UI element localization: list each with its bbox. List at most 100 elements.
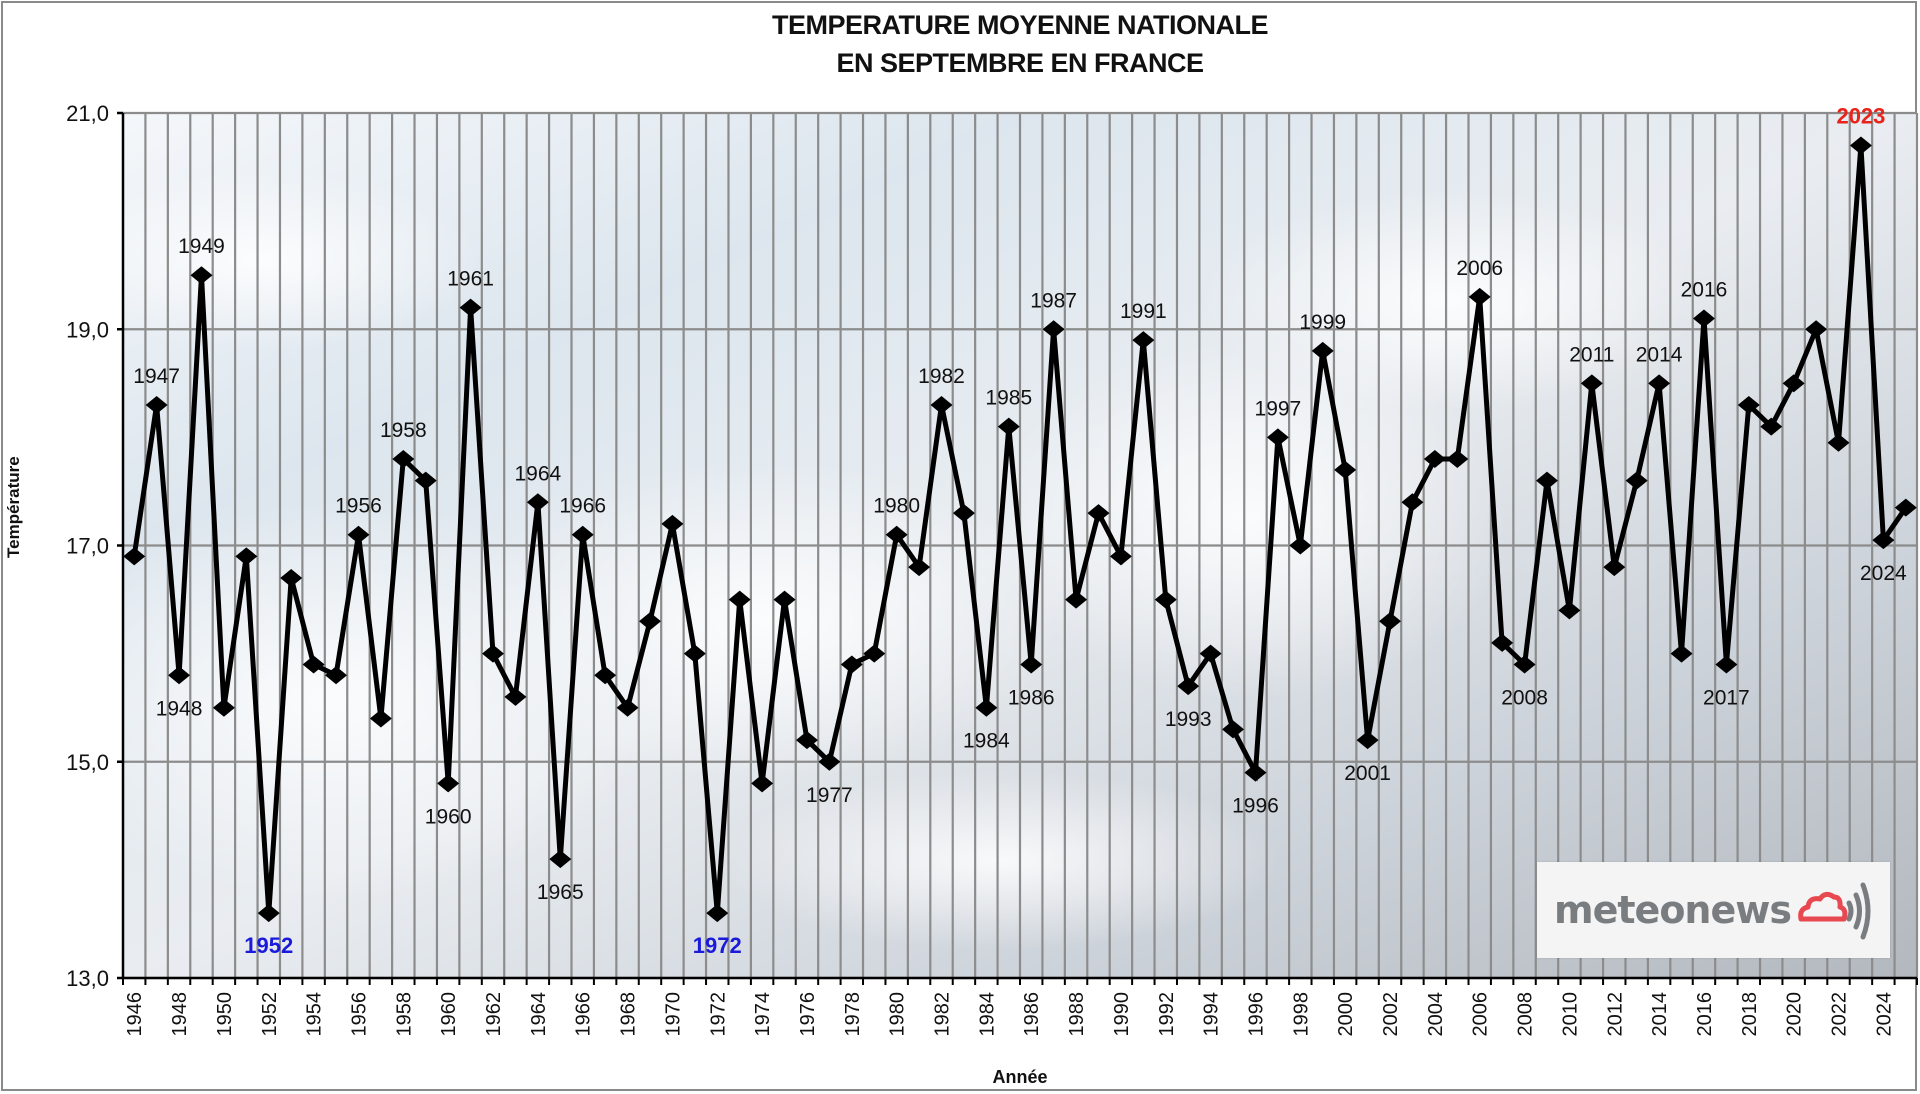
year-annotation: 1987 (1030, 289, 1077, 312)
year-annotation: 1966 (559, 495, 606, 518)
diamond-marker (661, 514, 684, 533)
year-annotation: 1993 (1165, 708, 1212, 731)
year-annotation: 2008 (1501, 686, 1548, 709)
year-annotation: 1991 (1120, 300, 1167, 323)
diamond-marker (706, 904, 729, 923)
x-tick-label: 1948 (169, 992, 191, 1037)
diamond-marker (683, 644, 706, 663)
x-tick-label: 2024 (1873, 992, 1895, 1037)
diamond-marker (773, 590, 796, 609)
diamond-marker (123, 547, 146, 566)
year-annotation: 1996 (1232, 795, 1279, 818)
diamond-marker (1894, 498, 1917, 517)
diamond-marker (728, 590, 751, 609)
x-tick-label: 1988 (1066, 992, 1088, 1037)
diamond-marker (952, 504, 975, 523)
data-markers (123, 136, 1917, 923)
diamond-marker (369, 709, 392, 728)
year-annotation: 1956 (335, 495, 382, 518)
y-tick-label: 17,0 (66, 534, 109, 559)
y-tick-label: 13,0 (66, 966, 109, 991)
x-tick-label: 1994 (1201, 992, 1223, 1037)
x-tick-label: 1960 (438, 992, 460, 1037)
year-annotation: 2017 (1703, 686, 1750, 709)
x-tick-label: 1974 (752, 992, 774, 1037)
diamond-marker (1580, 374, 1603, 393)
x-tick-label: 1976 (797, 992, 819, 1037)
diamond-marker (1266, 428, 1289, 447)
y-tick-label: 19,0 (66, 317, 109, 342)
x-tick-label: 1962 (483, 992, 505, 1037)
x-tick-label: 1978 (842, 992, 864, 1037)
x-axis-tick-labels: 1946 1948 1950 1952 1954 1956 1958 1960 1962 1964… (124, 992, 1895, 1037)
diamond-marker (975, 698, 998, 717)
year-annotation: 1952 (244, 933, 293, 958)
year-annotation: 2016 (1681, 278, 1728, 301)
diamond-marker (1715, 655, 1738, 674)
diamond-marker (1401, 493, 1424, 512)
year-annotation: 2001 (1344, 762, 1391, 785)
diamond-marker (1177, 677, 1200, 696)
diamond-marker (1513, 655, 1536, 674)
diamond-marker (302, 655, 325, 674)
y-axis-tick-labels: 13,0 15,0 17,0 19,0 21,0 (66, 101, 109, 991)
x-tick-label: 2004 (1425, 992, 1447, 1037)
diamond-marker (908, 558, 931, 577)
diamond-marker (1782, 374, 1805, 393)
diamond-marker (190, 266, 213, 285)
diamond-marker (482, 644, 505, 663)
y-tick-label: 15,0 (66, 750, 109, 775)
x-tick-label: 2016 (1694, 992, 1716, 1037)
diamond-marker (1244, 763, 1267, 782)
diamond-marker (1289, 536, 1312, 555)
axes (117, 111, 1918, 985)
diamond-marker (1087, 504, 1110, 523)
diamond-marker (930, 395, 953, 414)
diamond-marker (751, 774, 774, 793)
diamond-marker (1648, 374, 1671, 393)
x-tick-label: 1982 (932, 992, 954, 1037)
year-annotation: 1977 (806, 784, 853, 807)
diamond-marker (280, 568, 303, 587)
diamond-marker (1872, 531, 1895, 550)
diamond-marker (1491, 633, 1514, 652)
x-tick-label: 2000 (1335, 992, 1357, 1037)
diamond-marker (997, 417, 1020, 436)
chart-title: TEMPERATURE MOYENNE NATIONALE EN SEPTEMB… (0, 6, 1920, 82)
diamond-marker (526, 493, 549, 512)
diamond-marker (1760, 417, 1783, 436)
diamond-marker (1154, 590, 1177, 609)
cloud-signal-icon (1798, 882, 1871, 940)
diamond-marker (1065, 590, 1088, 609)
year-annotation: 1948 (156, 697, 203, 720)
year-annotation: 1999 (1299, 311, 1346, 334)
x-tick-label: 1972 (707, 992, 729, 1037)
x-tick-label: 1964 (528, 992, 550, 1037)
diamond-marker (392, 450, 415, 468)
x-tick-label: 2006 (1470, 992, 1492, 1037)
diamond-marker (571, 525, 594, 544)
x-tick-label: 1992 (1156, 992, 1178, 1037)
x-tick-label: 1986 (1021, 992, 1043, 1037)
diamond-marker (347, 525, 370, 544)
x-tick-label: 1968 (618, 992, 640, 1037)
x-tick-label: 2010 (1559, 992, 1581, 1037)
year-annotation: 1947 (133, 365, 180, 388)
diamond-marker (1334, 460, 1357, 479)
diamond-marker (1132, 331, 1155, 350)
year-annotation: 2011 (1569, 343, 1614, 366)
diamond-marker (1020, 655, 1043, 674)
x-tick-label: 2014 (1649, 992, 1671, 1037)
x-tick-label: 1946 (124, 992, 146, 1037)
year-annotation: 1986 (1008, 686, 1055, 709)
diamond-marker (1379, 612, 1402, 631)
diamond-marker (1042, 320, 1065, 339)
year-annotation: 1985 (985, 387, 1032, 410)
x-tick-label: 1956 (348, 992, 370, 1037)
x-tick-label: 2022 (1829, 992, 1851, 1037)
diamond-marker (1535, 471, 1558, 490)
meteonews-logo: meteonews (1537, 862, 1890, 958)
diamond-marker (840, 655, 863, 674)
x-tick-label: 1984 (976, 992, 998, 1037)
